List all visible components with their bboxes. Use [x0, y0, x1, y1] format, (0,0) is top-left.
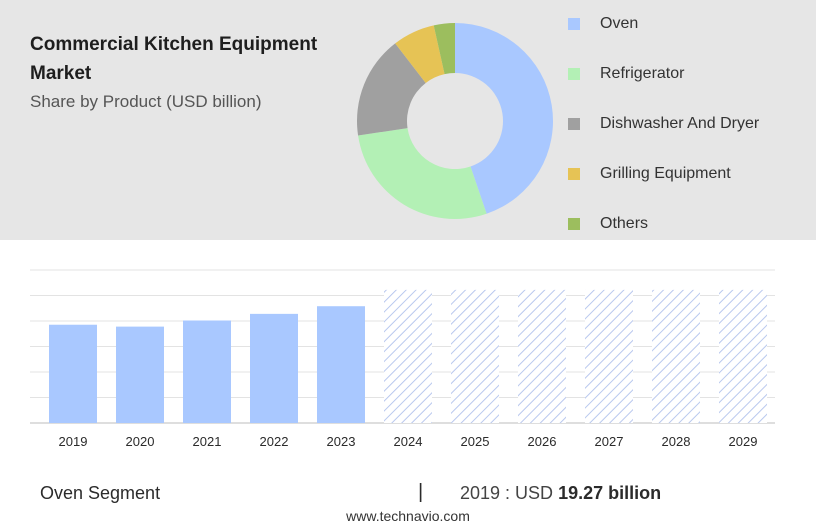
- legend-item-oven: Oven: [568, 10, 638, 38]
- x-tick-label-2021: 2021: [193, 434, 222, 449]
- legend-swatch: [568, 18, 580, 30]
- x-tick-label-2020: 2020: [126, 434, 155, 449]
- forecast-bar-2026: [518, 289, 566, 423]
- segment-year-prefix: 2019 : USD: [460, 483, 554, 503]
- chart-subtitle: Share by Product (USD billion): [30, 92, 262, 111]
- bar-2023: [317, 306, 365, 423]
- donut-chart: [357, 23, 553, 219]
- legend-label: Dishwasher And Dryer: [600, 115, 760, 132]
- x-tick-label-2026: 2026: [528, 434, 557, 449]
- x-tick-label-2023: 2023: [327, 434, 356, 449]
- legend-item-refrigerator: Refrigerator: [568, 60, 684, 88]
- segment-label: Oven Segment: [40, 483, 161, 503]
- segment-value-amount: 19.27 billion: [558, 483, 662, 503]
- bar-2022: [250, 313, 298, 423]
- x-tick-label-2028: 2028: [662, 434, 691, 449]
- forecast-bar-2025: [451, 289, 499, 423]
- bar-chart: 2019 2020 2021 2022 2023 2024 2025 2026 2027 2028…: [30, 269, 775, 449]
- donut-slice-others: [433, 23, 455, 75]
- segment-value: 2019 : USD 19.27 billion: [460, 483, 661, 504]
- source-url[interactable]: www.technavio.com: [346, 508, 470, 524]
- bar-2019: [49, 324, 97, 423]
- legend-item-dishwasher-and-dryer: Dishwasher And Dryer: [568, 110, 759, 138]
- forecast-bar-2028: [652, 289, 700, 423]
- x-tick-label-2022: 2022: [260, 434, 289, 449]
- legend-item-others: Others: [568, 210, 648, 238]
- donut-slice-oven: [455, 23, 553, 214]
- x-tick-label-2019: 2019: [59, 434, 88, 449]
- legend-label: Grilling Equipment: [600, 165, 731, 182]
- donut-slice-grilling-equipment: [395, 25, 445, 83]
- forecast-bar-2024: [384, 289, 432, 423]
- legend-swatch: [568, 168, 580, 180]
- footer-divider: |: [418, 481, 424, 503]
- top-panel: Commercial Kitchen Equipment Market Shar…: [0, 0, 816, 240]
- x-tick-label-2025: 2025: [461, 434, 490, 449]
- forecast-bar-2029: [719, 289, 767, 423]
- legend-item-grilling-equipment: Grilling Equipment: [568, 160, 731, 188]
- legend-label: Oven: [600, 15, 639, 32]
- donut-slice-refrigerator: [358, 128, 487, 219]
- bar-2020: [116, 326, 164, 423]
- forecast-bar-2027: [585, 289, 633, 423]
- bar-2021: [183, 320, 231, 423]
- legend-swatch: [568, 118, 580, 130]
- legend-label: Refrigerator: [600, 65, 685, 82]
- legend-swatch: [568, 68, 580, 80]
- x-tick-label-2027: 2027: [595, 434, 624, 449]
- donut-slice-dishwasher-and-dryer: [357, 43, 426, 136]
- x-tick-label-2024: 2024: [394, 434, 423, 449]
- chart-title: Commercial Kitchen Equipment Market: [30, 34, 318, 84]
- legend-swatch: [568, 218, 580, 230]
- x-tick-label-2029: 2029: [729, 434, 758, 449]
- legend-label: Others: [600, 215, 649, 232]
